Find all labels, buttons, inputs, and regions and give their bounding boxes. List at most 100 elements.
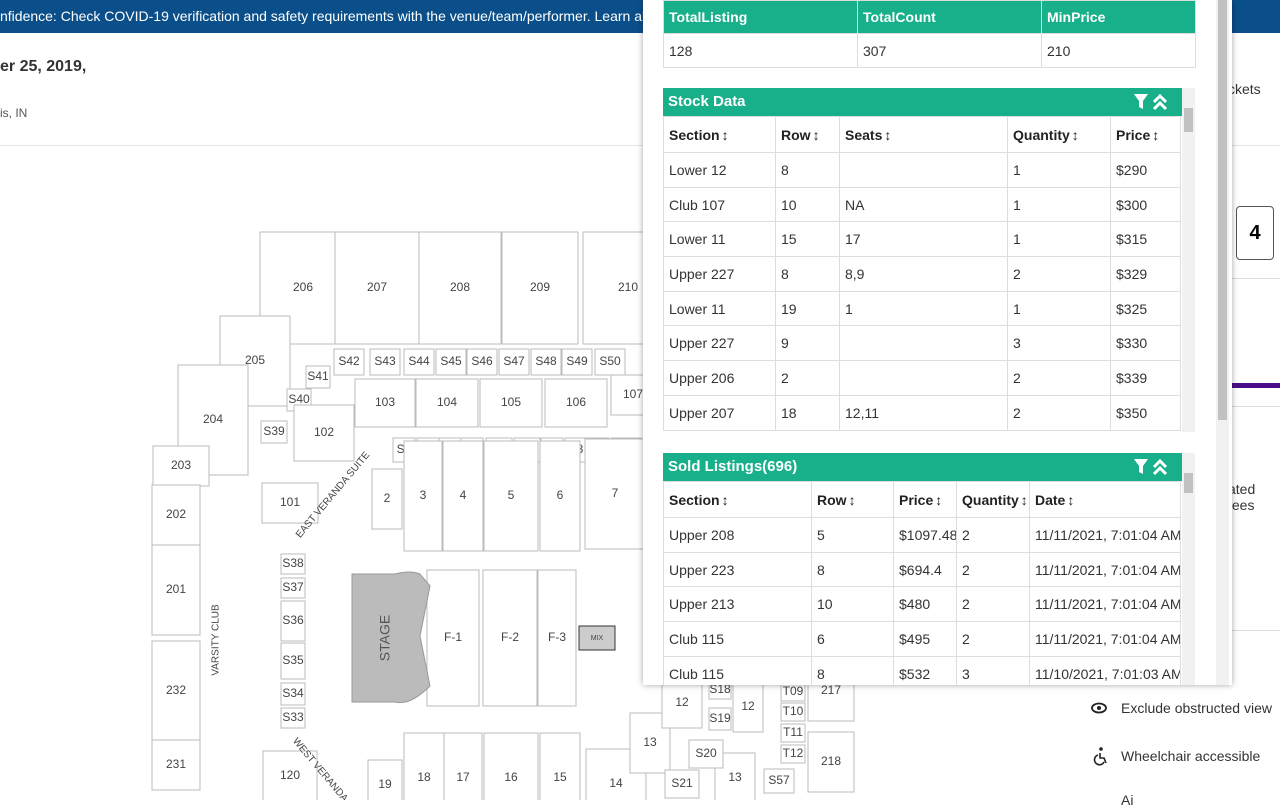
section-outline <box>539 440 581 552</box>
header-row: Section ↕ Row ↕ Seats ↕ Quantity ↕ Price ↕ <box>663 116 1181 153</box>
section-outline <box>280 707 306 729</box>
section-label: S45 <box>440 354 462 368</box>
section-label: 5 <box>508 488 515 502</box>
section-outline <box>151 739 201 791</box>
table-cell: 10 <box>775 186 840 223</box>
sort-icon: ↕ <box>721 126 729 143</box>
section-label: S40 <box>288 392 310 406</box>
section-label: 107 <box>623 387 643 401</box>
section-outline <box>780 702 806 722</box>
table-row: Upper 213 10 $480 2 11/11/2021, 7:01:04 AM <box>663 586 1181 623</box>
section-label: 120 <box>280 768 300 782</box>
column-header[interactable]: Row ↕ <box>775 116 840 153</box>
header-row: Section ↕ Row ↕ Price ↕ Quantity ↕ Date ↕ <box>663 481 1181 518</box>
column-header[interactable]: Quantity ↕ <box>1007 116 1111 153</box>
table-cell: 3 <box>956 655 1030 685</box>
section-header: Stock Data <box>663 88 1182 116</box>
club-label: VARSITY CLUB <box>211 604 222 676</box>
section-outline <box>418 231 502 345</box>
table-cell <box>839 325 1008 362</box>
section-label: T10 <box>783 704 804 718</box>
table-cell: 1 <box>839 290 1008 327</box>
section-label: S42 <box>338 354 360 368</box>
section-label: S19 <box>709 711 731 725</box>
column-header[interactable]: Row ↕ <box>811 481 894 518</box>
section-label: S34 <box>282 686 304 700</box>
section-outline <box>661 677 703 729</box>
filter-option[interactable]: Wheelchair accessible <box>1121 748 1261 764</box>
section-label: 231 <box>166 757 186 771</box>
section-outline <box>479 378 543 428</box>
section-outline <box>151 544 201 636</box>
section-label: 202 <box>166 507 186 521</box>
column-header: TotalListing <box>663 0 858 34</box>
quantity-box[interactable]: 4 <box>1236 206 1274 260</box>
section-label: S41 <box>307 369 329 383</box>
section-label: 17 <box>456 770 470 784</box>
column-header[interactable]: Seats ↕ <box>839 116 1008 153</box>
table-cell: 11/11/2021, 7:01:04 AM <box>1029 551 1181 588</box>
column-header[interactable]: Section ↕ <box>663 116 776 153</box>
section-outline <box>780 744 806 764</box>
section-outline <box>260 420 288 444</box>
table-cell: 11/10/2021, 7:01:03 AM <box>1029 655 1181 685</box>
scrollbar <box>1182 453 1195 685</box>
section-outline <box>483 440 539 552</box>
column-header: TotalCount <box>857 0 1042 34</box>
section-label: S39 <box>263 424 285 438</box>
table-cell: $300 <box>1110 186 1181 223</box>
section-label: 19 <box>378 777 392 791</box>
table-row: Upper 207 18 12,11 2 $350 <box>663 394 1181 431</box>
table-row: Club 107 10 NA 1 $300 <box>663 186 1181 223</box>
divider <box>1232 406 1280 407</box>
table-cell: 1 <box>1007 152 1111 188</box>
section-label: 12 <box>675 695 689 709</box>
table-cell: $480 <box>893 586 957 623</box>
scrollbar <box>1182 88 1195 432</box>
column-header[interactable]: Date ↕ <box>1029 481 1181 518</box>
header-text: TotalCount <box>863 9 936 25</box>
column-header[interactable]: Price ↕ <box>1110 116 1181 153</box>
section-label: 4 <box>460 488 467 502</box>
header-text: Price <box>899 491 934 508</box>
section-label: S33 <box>282 710 304 724</box>
section-label: 209 <box>530 280 550 294</box>
section-label: S18 <box>709 682 731 696</box>
section-outline <box>403 348 435 376</box>
table-cell: Club 115 <box>663 655 812 685</box>
table-cell: 5 <box>811 517 894 553</box>
section-outline <box>584 438 646 550</box>
section-label: 18 <box>417 770 431 784</box>
section-label: S35 <box>282 653 304 667</box>
column-header[interactable]: Section ↕ <box>663 481 812 518</box>
table-cell: 1 <box>1007 221 1111 258</box>
section-label: S47 <box>503 354 525 368</box>
event-location: is, IN <box>0 106 28 120</box>
fees-label: ated fees <box>1228 481 1256 513</box>
section-label: 13 <box>643 735 657 749</box>
section-label: 205 <box>245 353 265 367</box>
section-label: S44 <box>408 354 430 368</box>
section-outline <box>354 378 416 428</box>
column-header[interactable]: Quantity ↕ <box>956 481 1030 518</box>
section-outline <box>732 681 764 733</box>
section-label: 2 <box>384 491 391 505</box>
sort-icon: ↕ <box>935 491 943 508</box>
filter-option[interactable]: Ai <box>1121 792 1134 808</box>
section-label: F-2 <box>501 630 519 644</box>
section-label: 102 <box>314 425 334 439</box>
column-header[interactable]: Price ↕ <box>893 481 957 518</box>
header-text: Row <box>781 126 811 143</box>
section-outline <box>334 231 420 345</box>
section-outline <box>483 732 539 800</box>
filter-option[interactable]: Exclude obstructed view <box>1121 700 1272 716</box>
table-cell: 2 <box>1007 256 1111 292</box>
table-row: Upper 208 5 $1097.48 2 11/11/2021, 7:01:04 A… <box>663 517 1181 553</box>
section-outline <box>152 445 210 487</box>
section-header: Sold Listings(696) <box>663 453 1182 481</box>
divider <box>1228 278 1280 279</box>
sort-icon: ↕ <box>1020 491 1028 508</box>
table-cell: 2 <box>1007 360 1111 396</box>
section-label: 218 <box>821 754 841 768</box>
table-cell: 8 <box>775 256 840 292</box>
